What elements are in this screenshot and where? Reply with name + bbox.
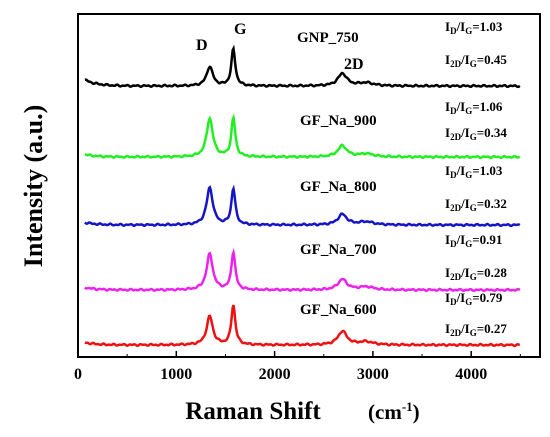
x-axis-unit: (cm-1)	[368, 399, 420, 424]
series-name: GF_Na_900	[300, 113, 377, 129]
series-name: GF_Na_600	[300, 302, 377, 318]
x-axis: 0 1000 2000 3000 4000	[74, 351, 521, 383]
series-name: GF_Na_800	[300, 179, 377, 195]
series-line	[84, 184, 521, 228]
y-axis-label: Intensity (a.u.)	[19, 105, 48, 268]
x-axis-unit-exp: -1	[402, 399, 413, 414]
peak-label-g: G	[234, 21, 247, 38]
series-annotations: GNP_750 ID/IG=1.03 I2D/IG=0.45 GF_Na_900 ID/…	[297, 19, 507, 338]
series-line	[84, 304, 521, 348]
peak-label-d: D	[196, 37, 208, 54]
ratio-annotation: I2D/IG=0.27	[445, 321, 507, 338]
series-line	[84, 113, 520, 160]
series-name: GNP_750	[297, 30, 359, 46]
ratio-annotation: ID/IG=1.06	[445, 99, 503, 116]
x-tick-label: 2000	[259, 366, 291, 383]
ratio-annotation: ID/IG=1.03	[445, 19, 503, 36]
ratio-annotation: I2D/IG=0.28	[445, 265, 507, 282]
peak-label-2d: 2D	[344, 56, 364, 73]
x-tick-label: 4000	[455, 366, 487, 383]
x-axis-label: Raman Shift	[185, 398, 321, 425]
series-name: GF_Na_700	[300, 242, 377, 258]
x-tick-label: 1000	[160, 366, 192, 383]
series-traces	[84, 44, 521, 348]
ratio-annotation: ID/IG=0.91	[445, 232, 502, 249]
series-line	[84, 44, 521, 89]
x-tick-label: 3000	[357, 366, 389, 383]
ratio-annotation: I2D/IG=0.45	[445, 52, 507, 69]
ratio-annotation: I2D/IG=0.34	[445, 125, 507, 142]
x-tick-label: 0	[74, 366, 82, 383]
plot-frame	[77, 13, 541, 358]
ratio-annotation: I2D/IG=0.32	[445, 196, 507, 213]
x-axis-unit-base: (cm	[368, 400, 402, 424]
x-axis-unit-close: )	[413, 400, 420, 424]
ratio-annotation: ID/IG=1.03	[445, 163, 503, 180]
ratio-annotation: ID/IG=0.79	[445, 290, 503, 307]
series-line	[84, 247, 521, 293]
